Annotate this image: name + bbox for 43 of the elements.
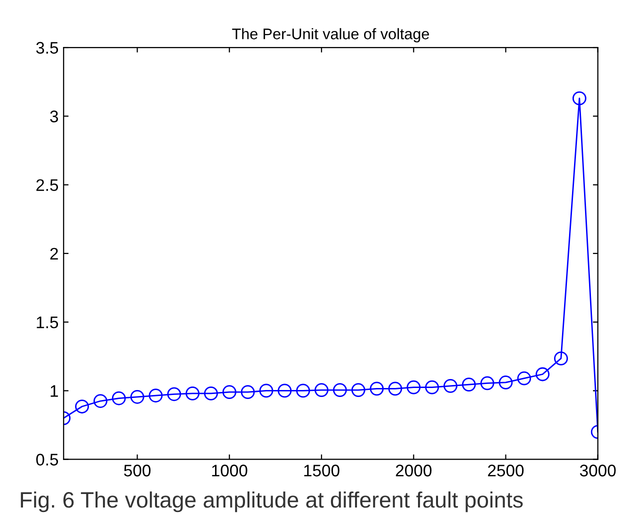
point: [351, 383, 366, 397]
x-tick-label: 2000: [396, 464, 432, 476]
y-tick-label: 1: [50, 385, 58, 397]
point: [130, 390, 144, 404]
point: [332, 383, 347, 397]
point: [75, 400, 89, 414]
x-tick-label: 500: [124, 464, 151, 476]
point: [572, 91, 586, 106]
x-tick-label: 3000: [580, 464, 616, 476]
chart-title: The Per-Unit value of voltage: [232, 28, 429, 42]
caption: Fig. 6 The voltage amplitude at different fault points: [20, 491, 523, 512]
point: [462, 378, 476, 392]
point: [222, 385, 236, 400]
point: [425, 380, 439, 394]
y-tick-label: 3.5: [36, 42, 58, 54]
point: [240, 385, 255, 400]
y-tick-label: 2.5: [36, 179, 58, 192]
y-tick-label: 0.5: [36, 454, 58, 466]
point: [204, 386, 218, 400]
point: [388, 382, 402, 396]
point: [444, 378, 458, 393]
point: [94, 394, 108, 408]
x-tick-label: 1000: [212, 464, 248, 476]
point: [296, 384, 310, 398]
x-tick-label: 2500: [488, 464, 524, 476]
point: [148, 388, 163, 402]
point: [278, 384, 292, 398]
point: [314, 383, 328, 397]
point: [554, 352, 568, 366]
y-tick-label: 3: [50, 110, 58, 122]
point: [167, 387, 182, 402]
point: [112, 391, 126, 406]
y-tick-label: 2: [50, 248, 58, 260]
point: [536, 367, 550, 382]
x-tick-label: 1500: [304, 464, 340, 476]
point: [186, 386, 200, 400]
y-tick-label: 1.5: [36, 316, 58, 328]
point: [480, 376, 494, 390]
point: [517, 371, 532, 386]
point: [406, 380, 421, 394]
point: [498, 376, 513, 390]
point: [370, 382, 384, 396]
point: [259, 384, 274, 398]
